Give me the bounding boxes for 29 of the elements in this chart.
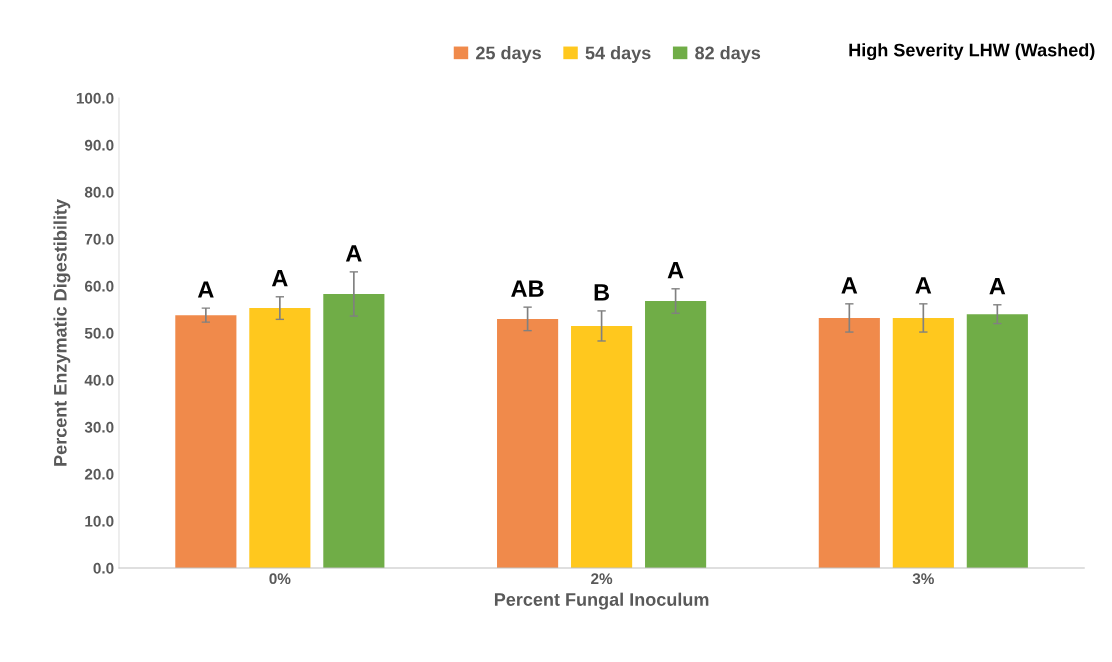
annotation: B bbox=[594, 284, 610, 301]
annotation: A bbox=[841, 277, 858, 294]
annotation: A bbox=[989, 278, 1006, 295]
x-tick-label: 0% bbox=[269, 573, 291, 585]
y-axis-title: Percent Enzymatic Digestibility bbox=[53, 199, 71, 466]
y-tick-label: 80.0 bbox=[84, 186, 114, 198]
annotation: A bbox=[915, 277, 932, 294]
y-tick-label: 70.0 bbox=[85, 233, 114, 245]
x-axis-title: Percent Fungal Inoculum bbox=[494, 592, 709, 610]
y-tick-label: 40.0 bbox=[84, 374, 114, 386]
chart-title: High Severity LHW (Washed) bbox=[849, 43, 1095, 61]
annotation: A bbox=[271, 270, 288, 287]
legend-label: 54 days bbox=[585, 46, 651, 63]
legend-label: 82 days bbox=[695, 46, 761, 63]
y-tick-label: 20.0 bbox=[84, 468, 114, 480]
annotation: A bbox=[667, 262, 684, 279]
y-tick-label: 90.0 bbox=[84, 139, 114, 151]
y-tick-label: 60.0 bbox=[84, 280, 114, 292]
annotation: A bbox=[197, 281, 214, 298]
legend-label: 25 days bbox=[476, 46, 541, 63]
annotation: A bbox=[345, 245, 362, 262]
y-tick-label: 100.0 bbox=[76, 92, 114, 104]
y-tick-label: 10.0 bbox=[85, 515, 114, 527]
x-tick-label: 3% bbox=[912, 573, 934, 585]
y-tick-label: 50.0 bbox=[84, 327, 114, 339]
y-tick-label: 30.0 bbox=[84, 421, 114, 433]
annotation: AB bbox=[511, 280, 544, 297]
x-tick-label: 2% bbox=[591, 573, 613, 585]
y-tick-label: 0.0 bbox=[93, 562, 114, 574]
